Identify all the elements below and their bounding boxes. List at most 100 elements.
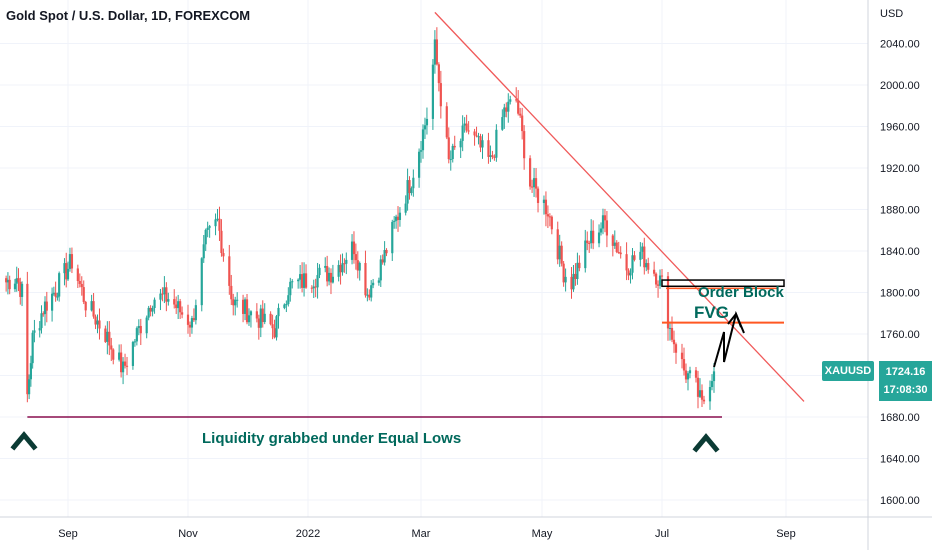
- candle-body: [463, 123, 466, 126]
- y-tick-label: 2000.00: [880, 80, 920, 92]
- candle-body: [710, 381, 714, 388]
- candle-body: [417, 151, 421, 178]
- candle-body: [218, 218, 221, 231]
- candle-body: [31, 332, 34, 364]
- candle-body: [570, 276, 573, 290]
- candle-body: [684, 370, 688, 380]
- candle-body: [52, 292, 55, 294]
- candle-body: [615, 242, 618, 252]
- candle-body: [431, 64, 435, 119]
- candle-body: [304, 273, 308, 288]
- candle-body: [80, 283, 83, 288]
- candle-body: [396, 216, 400, 220]
- candle-body: [611, 235, 614, 246]
- candle-body: [249, 311, 253, 316]
- symbol-price-tag: XAUUSD: [822, 361, 874, 381]
- candle-body: [343, 263, 346, 265]
- candle-body: [341, 263, 344, 273]
- candle-body: [283, 304, 286, 308]
- candle-body: [302, 273, 306, 288]
- candle-body: [358, 262, 361, 271]
- y-tick-label: 1680.00: [880, 412, 920, 424]
- candle-body: [206, 227, 209, 230]
- candle-body: [230, 285, 233, 300]
- candle-body: [120, 352, 123, 373]
- candle-body: [202, 244, 205, 259]
- fvg-label: FVG: [694, 303, 729, 322]
- candle-body: [639, 251, 642, 260]
- candle-body: [112, 349, 115, 360]
- candle-body: [672, 339, 676, 345]
- candle-body: [245, 299, 249, 323]
- candle-body: [437, 64, 440, 84]
- candle-body: [393, 220, 396, 222]
- candle-body: [406, 180, 409, 204]
- candle-body: [255, 311, 258, 319]
- candle-body: [451, 145, 454, 160]
- candle-body: [633, 255, 636, 260]
- candle-body: [318, 267, 321, 276]
- candle-body: [586, 240, 589, 243]
- candle-body: [76, 268, 79, 282]
- candle-body: [534, 178, 538, 189]
- candle-body: [550, 216, 553, 230]
- candle-body: [584, 240, 587, 269]
- candle-body: [574, 273, 577, 280]
- candle-body: [558, 245, 561, 260]
- candle-body: [43, 301, 47, 315]
- candle-body: [419, 150, 423, 152]
- x-tick-label: May: [532, 528, 553, 540]
- candle-body: [487, 140, 490, 157]
- projection-arrow-head: [727, 312, 742, 328]
- candle-body: [90, 301, 93, 311]
- candle-body: [8, 279, 11, 290]
- candle-body: [385, 249, 388, 254]
- candle-body: [686, 373, 690, 380]
- candle-body: [222, 253, 225, 257]
- candle-body: [467, 130, 470, 132]
- candle-body: [63, 263, 66, 274]
- candle-body: [576, 262, 579, 280]
- candle-body: [653, 269, 656, 274]
- candle-body: [425, 118, 429, 126]
- candle-body: [475, 135, 478, 137]
- candle-body: [277, 307, 280, 317]
- candle-body: [70, 254, 74, 269]
- candle-body: [263, 313, 266, 323]
- candle-body: [78, 281, 81, 284]
- candle-body: [271, 324, 274, 329]
- drawings: [27, 11, 805, 418]
- candle-body: [167, 299, 170, 302]
- candle-body: [461, 125, 464, 141]
- candle-body: [599, 228, 603, 233]
- y-tick-label: 1920.00: [880, 163, 920, 175]
- candle-body: [517, 100, 520, 114]
- candle-body: [287, 295, 290, 305]
- candle-body: [149, 307, 152, 312]
- y-tick-label: 1840.00: [880, 246, 920, 258]
- candle-body: [92, 301, 95, 317]
- candle-body: [98, 320, 101, 329]
- candle-body: [208, 226, 211, 228]
- candle-body: [269, 313, 272, 325]
- candle-body: [56, 296, 59, 298]
- candle-body: [110, 345, 113, 350]
- candle-body: [503, 107, 506, 118]
- candle-body: [491, 155, 494, 157]
- candle-body: [310, 287, 313, 289]
- candle-body: [165, 287, 168, 302]
- candle-body: [439, 83, 442, 107]
- candle-body: [20, 283, 24, 297]
- candle-body: [698, 390, 702, 397]
- candle-body: [28, 379, 31, 395]
- candle-body: [578, 262, 581, 269]
- candle-body: [647, 263, 650, 270]
- candle-body: [404, 203, 407, 213]
- candle-body: [592, 230, 595, 244]
- candle-body: [180, 312, 184, 315]
- y-tick-label: 1600.00: [880, 495, 920, 507]
- candle-body: [38, 328, 41, 331]
- candle-body: [495, 129, 498, 158]
- candle-body: [379, 259, 382, 281]
